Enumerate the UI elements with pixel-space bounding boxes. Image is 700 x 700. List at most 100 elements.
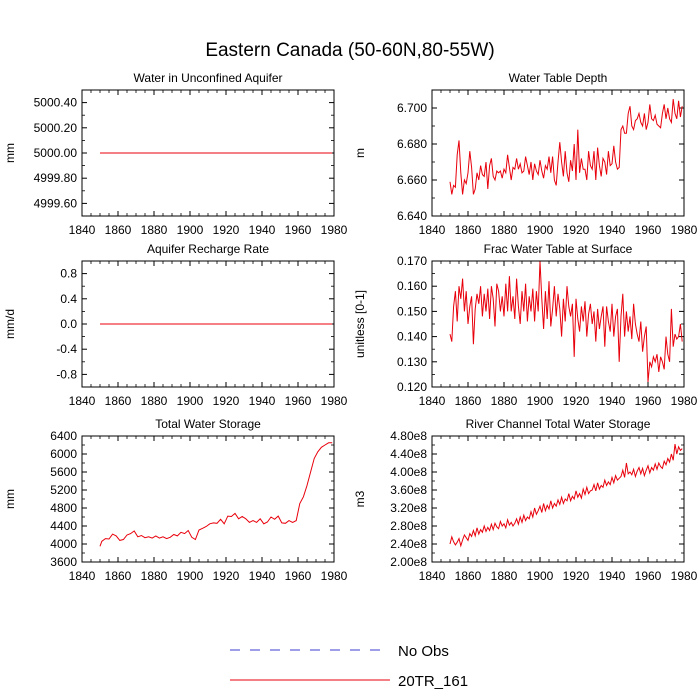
x-tick-label: 1960 — [635, 569, 662, 583]
chart-panel-5: Total Water Storage mm 1840 1860 1880 1900 192… — [3, 417, 348, 583]
x-tick-label: 1900 — [177, 223, 204, 237]
plot-frame — [81, 435, 335, 563]
y-axis-label: mm — [3, 489, 17, 509]
x-tick-label: 1880 — [491, 394, 518, 408]
chart-panel-3: Aquifer Recharge Rate mm/d 1840 1860 1880 190… — [3, 242, 348, 408]
panel-title: River Channel Total Water Storage — [466, 417, 651, 431]
y-tick-label: 3.60e8 — [390, 483, 427, 497]
y-tick-label: 6400 — [50, 429, 77, 443]
x-tick-label: 1840 — [419, 569, 446, 583]
x-tick-label: 1920 — [213, 569, 240, 583]
panel-title: Aquifer Recharge Rate — [147, 242, 269, 256]
y-tick-label: 2.80e8 — [390, 519, 427, 533]
x-tick-label: 1860 — [455, 223, 482, 237]
x-tick-label: 1960 — [285, 223, 312, 237]
x-tick-label: 1880 — [491, 569, 518, 583]
x-tick-label: 1900 — [527, 223, 554, 237]
x-tick-label: 1880 — [491, 223, 518, 237]
x-tick-label: 1940 — [599, 569, 626, 583]
x-tick-label: 1980 — [321, 569, 348, 583]
plot-frame — [81, 260, 335, 388]
panel-title: Water Table Depth — [509, 71, 608, 85]
y-tick-label: 0.120 — [397, 380, 427, 394]
x-tick-label: 1960 — [285, 569, 312, 583]
x-tick-label: 1940 — [249, 394, 276, 408]
x-tick-label: 1840 — [419, 394, 446, 408]
chart-panel-1: Water in Unconfined Aquifer mm 1840 1860 188… — [3, 71, 348, 237]
y-tick-label: 0.4 — [60, 292, 77, 306]
y-tick-label: 3.20e8 — [390, 501, 427, 515]
x-tick-label: 1900 — [177, 569, 204, 583]
y-tick-label: 2.00e8 — [390, 555, 427, 569]
legend-label-1: No Obs — [398, 643, 449, 660]
x-tick-label: 1860 — [455, 569, 482, 583]
y-tick-label: 4.00e8 — [390, 465, 427, 479]
x-tick-label: 1840 — [419, 223, 446, 237]
x-tick-label: 1880 — [141, 223, 168, 237]
y-tick-label: 0.150 — [397, 304, 427, 318]
y-tick-label: 4400 — [50, 519, 77, 533]
panel-title: Water in Unconfined Aquifer — [134, 71, 283, 85]
panel-title: Frac Water Table at Surface — [484, 242, 633, 256]
x-tick-label: 1980 — [671, 223, 698, 237]
y-tick-label: 2.40e8 — [390, 537, 427, 551]
y-tick-label: 0.8 — [60, 267, 77, 281]
x-tick-label: 1880 — [141, 569, 168, 583]
y-tick-label: 4800 — [50, 501, 77, 515]
x-tick-label: 1980 — [671, 569, 698, 583]
y-tick-label: 5000.00 — [34, 146, 78, 160]
y-tick-label: 0.170 — [397, 254, 427, 268]
series-line-20tr-161 — [449, 444, 683, 548]
y-tick-label: 5000.40 — [34, 96, 78, 110]
x-tick-label: 1880 — [141, 394, 168, 408]
x-tick-label: 1900 — [177, 394, 204, 408]
x-tick-label: 1940 — [599, 223, 626, 237]
x-tick-label: 1840 — [69, 394, 96, 408]
x-tick-label: 1920 — [563, 569, 590, 583]
x-tick-label: 1920 — [213, 394, 240, 408]
x-tick-label: 1840 — [69, 569, 96, 583]
y-tick-label: 3600 — [50, 555, 77, 569]
chart-panel-6: River Channel Total Water Storage m3 1840 1… — [353, 417, 698, 583]
panels: Water in Unconfined Aquifer mm 1840 1860 188… — [3, 71, 698, 583]
y-tick-label: 5000.20 — [34, 121, 78, 135]
y-tick-label: 6.660 — [397, 173, 427, 187]
series-line-20tr-161 — [99, 442, 333, 547]
y-tick-label: 0.0 — [60, 317, 77, 331]
y-tick-label: -0.4 — [56, 342, 77, 356]
x-tick-label: 1900 — [527, 394, 554, 408]
x-tick-label: 1940 — [249, 223, 276, 237]
y-tick-label: 0.140 — [397, 330, 427, 344]
legend-label-2: 20TR_161 — [398, 673, 468, 690]
y-tick-label: 4999.80 — [34, 171, 78, 185]
x-tick-label: 1980 — [321, 394, 348, 408]
y-axis-label: unitless [0-1] — [353, 290, 367, 358]
legend: No Obs 20TR_161 — [230, 643, 468, 690]
x-tick-label: 1840 — [69, 223, 96, 237]
x-tick-label: 1920 — [563, 223, 590, 237]
chart-panel-4: Frac Water Table at Surface unitless [0-1… — [353, 242, 698, 408]
y-tick-label: 6000 — [50, 447, 77, 461]
y-tick-label: 4.80e8 — [390, 429, 427, 443]
y-axis-label: m3 — [353, 490, 367, 507]
y-tick-label: 6.680 — [397, 137, 427, 151]
x-tick-label: 1940 — [249, 569, 276, 583]
x-tick-label: 1960 — [285, 394, 312, 408]
y-tick-label: -0.8 — [56, 367, 77, 381]
y-tick-label: 0.130 — [397, 355, 427, 369]
x-tick-label: 1920 — [563, 394, 590, 408]
series-line-20tr-161 — [449, 261, 683, 383]
y-axis-label: mm — [3, 143, 17, 163]
y-axis-label: m — [353, 148, 367, 158]
x-tick-label: 1860 — [455, 394, 482, 408]
x-tick-label: 1860 — [105, 569, 132, 583]
panel-title: Total Water Storage — [155, 417, 261, 431]
y-tick-label: 6.640 — [397, 209, 427, 223]
x-tick-label: 1920 — [213, 223, 240, 237]
x-tick-label: 1980 — [321, 223, 348, 237]
y-tick-label: 4999.60 — [34, 196, 78, 210]
y-tick-label: 5200 — [50, 483, 77, 497]
y-axis-label: mm/d — [3, 309, 17, 339]
y-tick-label: 4000 — [50, 537, 77, 551]
